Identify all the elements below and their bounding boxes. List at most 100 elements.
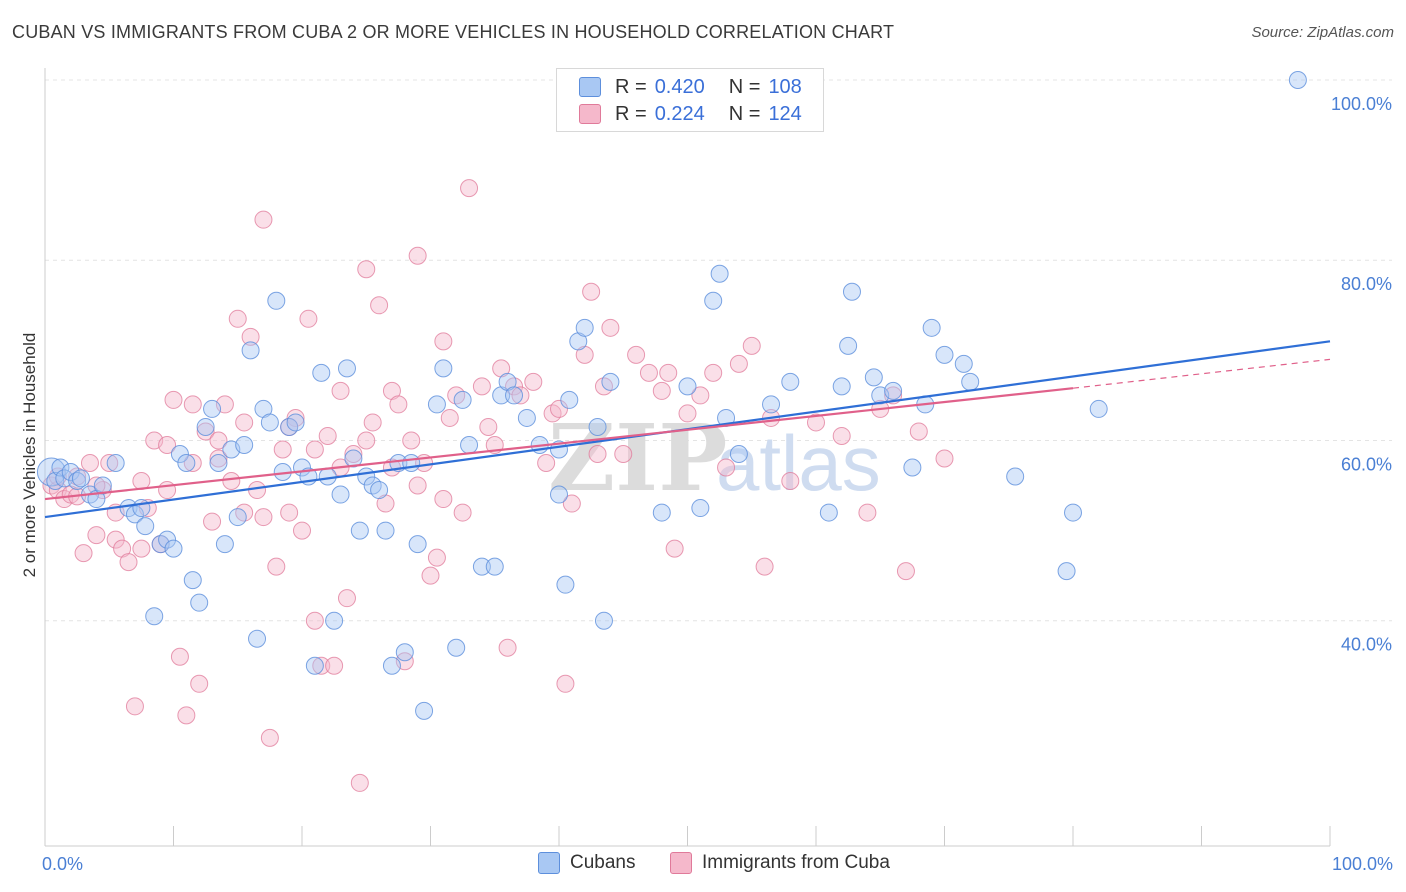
- point-cubans: [575, 318, 594, 337]
- point-cubans: [460, 435, 479, 454]
- legend-box: R = 0.420 N = 108 R = 0.224 N = 124: [556, 68, 824, 132]
- legend-r-value: 0.420: [654, 75, 705, 98]
- point-cubans: [177, 454, 196, 472]
- bottom-legend-swatch-immigrants: [670, 852, 692, 874]
- point-immigrants: [935, 449, 954, 468]
- point-cubans: [691, 499, 710, 518]
- series-cubans-points: [36, 71, 1307, 720]
- bottom-legend-immigrants: Immigrants from Cuba: [670, 852, 890, 874]
- point-cubans: [209, 454, 228, 472]
- point-immigrants: [408, 246, 427, 265]
- point-cubans: [395, 643, 414, 662]
- point-cubans: [710, 264, 729, 283]
- point-immigrants: [106, 530, 125, 549]
- point-cubans: [312, 363, 331, 382]
- point-cubans: [1089, 399, 1108, 418]
- point-immigrants: [87, 526, 106, 545]
- point-immigrants: [235, 503, 254, 522]
- point-immigrants: [562, 494, 581, 513]
- point-cubans: [434, 359, 453, 378]
- point-cubans: [235, 435, 254, 454]
- point-cubans: [961, 372, 980, 391]
- point-immigrants: [350, 773, 369, 792]
- point-cubans: [601, 372, 620, 391]
- point-immigrants: [132, 539, 151, 558]
- point-immigrants: [717, 458, 736, 477]
- point-cubans: [556, 575, 575, 594]
- point-cubans: [903, 458, 922, 477]
- point-cubans: [954, 354, 973, 373]
- point-cubans: [164, 539, 183, 558]
- point-immigrants: [755, 557, 774, 576]
- point-cubans: [36, 457, 66, 487]
- y-axis-label: 2 or more Vehicles in Household: [20, 332, 39, 578]
- point-cubans: [408, 535, 427, 554]
- source-credit: Source: ZipAtlas.com: [1251, 24, 1394, 41]
- point-immigrants: [440, 408, 459, 427]
- point-immigrants: [209, 449, 228, 468]
- watermark: ZIP atlas: [548, 404, 881, 512]
- legend-row-cubans: R = 0.420 N = 108: [579, 74, 802, 100]
- point-cubans: [1288, 71, 1307, 89]
- point-immigrants: [832, 426, 851, 445]
- legend-n-label: N =: [728, 102, 761, 125]
- point-immigrants: [337, 589, 356, 608]
- point-immigrants: [665, 539, 684, 558]
- point-cubans: [922, 318, 941, 337]
- axis-layer: [44, 68, 1331, 847]
- point-immigrants: [196, 422, 215, 441]
- x-tick-label-end: 100.0%: [1332, 854, 1393, 874]
- trend-line-immigrants-extension: [1072, 358, 1331, 389]
- point-immigrants: [594, 377, 613, 396]
- point-immigrants: [273, 440, 292, 459]
- point-immigrants: [357, 431, 376, 450]
- point-cubans: [215, 535, 234, 554]
- legend-n-label: N =: [728, 75, 761, 98]
- point-immigrants: [550, 399, 568, 418]
- point-immigrants: [601, 318, 620, 337]
- point-cubans: [485, 557, 504, 576]
- point-immigrants: [588, 444, 607, 463]
- point-immigrants: [498, 638, 517, 657]
- point-cubans: [370, 481, 389, 500]
- point-immigrants: [678, 404, 697, 423]
- point-cubans: [228, 508, 247, 527]
- point-immigrants: [453, 503, 472, 522]
- point-immigrants: [74, 544, 93, 563]
- tick-labels: 40.0% 60.0% 80.0% 100.0% 0.0% 100.0%: [42, 94, 1393, 874]
- point-cubans: [93, 476, 112, 495]
- y-tick-label: 80.0%: [1341, 274, 1392, 294]
- point-immigrants: [325, 656, 344, 675]
- point-immigrants: [505, 377, 524, 396]
- point-cubans: [594, 611, 613, 630]
- point-immigrants: [260, 728, 279, 747]
- point-immigrants: [691, 386, 710, 405]
- point-cubans: [842, 282, 861, 301]
- point-immigrants: [331, 381, 350, 400]
- point-immigrants: [479, 417, 498, 436]
- point-cubans: [762, 395, 781, 414]
- point-cubans: [1064, 503, 1082, 522]
- point-cubans: [286, 413, 305, 432]
- legend-r-label: R =: [615, 102, 647, 125]
- point-cubans: [331, 485, 350, 504]
- point-cubans: [832, 377, 851, 396]
- chart-title: CUBAN VS IMMIGRANTS FROM CUBA 2 OR MORE …: [12, 22, 895, 42]
- x-tick-label-start: 0.0%: [42, 854, 83, 874]
- point-immigrants: [158, 481, 177, 500]
- point-immigrants: [125, 697, 144, 716]
- point-cubans: [337, 359, 356, 378]
- point-cubans: [935, 345, 954, 364]
- point-cubans: [704, 291, 723, 310]
- point-immigrants: [370, 296, 389, 315]
- point-immigrants: [537, 454, 556, 472]
- point-immigrants: [241, 327, 260, 346]
- point-cubans: [447, 638, 466, 657]
- point-immigrants: [627, 345, 646, 364]
- point-cubans: [363, 476, 382, 495]
- point-immigrants: [183, 395, 202, 414]
- point-immigrants: [299, 309, 318, 328]
- point-cubans: [864, 368, 883, 387]
- point-cubans: [61, 463, 80, 482]
- point-immigrants: [614, 444, 633, 463]
